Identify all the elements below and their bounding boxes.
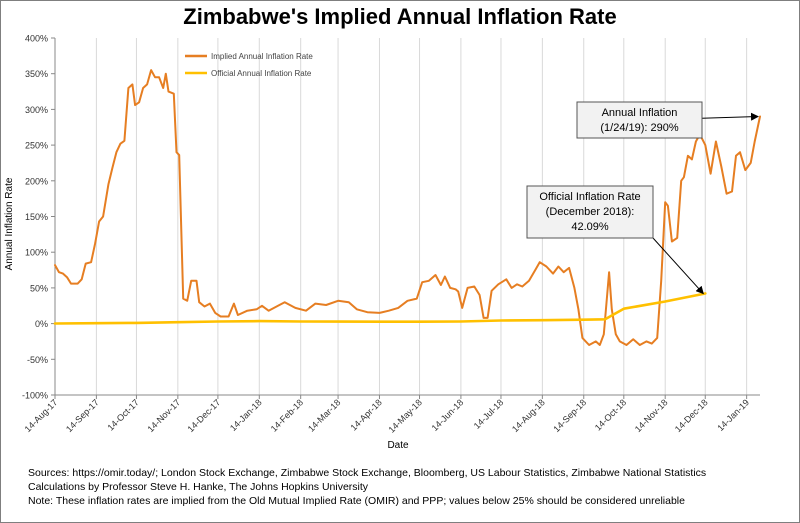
annotation-text: Annual Inflation bbox=[602, 107, 678, 119]
x-tick-label: 14-Jun-18 bbox=[430, 397, 466, 433]
annotation-box bbox=[576, 101, 703, 139]
x-tick-label: 14-Aug-17 bbox=[23, 397, 60, 434]
x-tick-label: 14-Oct-17 bbox=[105, 397, 140, 432]
x-tick-label: 14-Nov-18 bbox=[633, 397, 670, 434]
y-tick-label: 300% bbox=[25, 105, 48, 115]
x-tick-label: 14-Mar-18 bbox=[306, 397, 342, 433]
annotation-arrow bbox=[652, 237, 704, 295]
x-tick-label: 14-Apr-18 bbox=[348, 397, 383, 432]
x-tick-label: 14-Dec-18 bbox=[673, 397, 710, 434]
annotation-text: 42.09% bbox=[571, 221, 609, 233]
x-tick-label: 14-Jan-19 bbox=[715, 397, 751, 433]
x-tick-label: 14-Nov-17 bbox=[145, 397, 182, 434]
annotation-text: (December 2018): bbox=[546, 206, 635, 218]
y-tick-label: 0% bbox=[35, 319, 48, 329]
y-tick-label: 200% bbox=[25, 176, 48, 186]
footnotes: Sources: https://omir.today/; London Sto… bbox=[28, 466, 788, 508]
x-tick-label: 14-Oct-18 bbox=[593, 397, 628, 432]
annotation-text: (1/24/19): 290% bbox=[600, 122, 678, 134]
x-tick-label: 14-Dec-17 bbox=[186, 397, 223, 434]
annotation-arrow bbox=[701, 112, 759, 121]
x-tick-label: 14-Sep-17 bbox=[64, 397, 101, 434]
y-tick-label: 50% bbox=[30, 283, 48, 293]
y-tick-label: 400% bbox=[25, 34, 48, 44]
x-tick-label: 14-May-18 bbox=[386, 397, 423, 434]
chart-title: Zimbabwe's Implied Annual Inflation Rate bbox=[183, 4, 617, 29]
x-tick-label: 14-Aug-18 bbox=[510, 397, 547, 434]
y-tick-label: 250% bbox=[25, 141, 48, 151]
x-tick-label: 14-Jan-18 bbox=[228, 397, 264, 433]
annotation-text: Official Inflation Rate bbox=[539, 191, 640, 203]
y-tick-label: -50% bbox=[27, 355, 48, 365]
y-tick-label: -100% bbox=[22, 391, 48, 401]
annotation-box bbox=[526, 185, 654, 239]
x-tick-label: 14-Jul-18 bbox=[472, 397, 506, 431]
x-tick-label: 14-Sep-18 bbox=[551, 397, 588, 434]
y-axis-title: Annual Inflation Rate bbox=[4, 177, 15, 270]
implied-inflation-line bbox=[54, 69, 761, 346]
y-tick-label: 350% bbox=[25, 69, 48, 79]
x-axis-title: Date bbox=[387, 440, 409, 451]
legend-label: Implied Annual Inflation Rate bbox=[211, 52, 313, 61]
footnote-sources: Sources: https://omir.today/; London Sto… bbox=[28, 467, 707, 479]
y-tick-label: 150% bbox=[25, 212, 48, 222]
x-tick-label: 14-Feb-18 bbox=[269, 397, 305, 433]
y-tick-label: 100% bbox=[25, 248, 48, 258]
footnote-note: Note: These inflation rates are implied … bbox=[28, 495, 685, 507]
footnote-credits: Calculations by Professor Steve H. Hanke… bbox=[28, 481, 369, 493]
official-inflation-line bbox=[53, 292, 707, 325]
legend-label: Official Annual Inflation Rate bbox=[211, 69, 312, 78]
